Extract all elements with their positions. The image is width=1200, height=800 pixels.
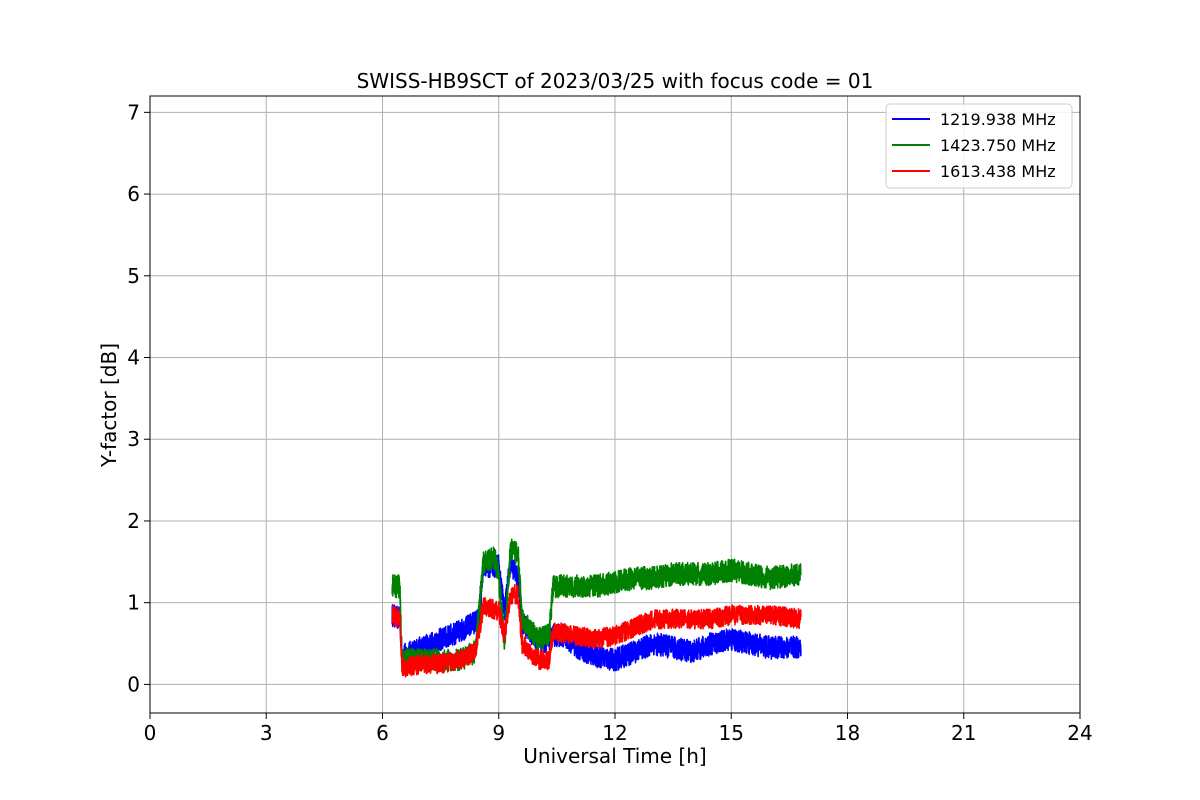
y-tick-label: 0 (127, 672, 140, 696)
chart-title: SWISS-HB9SCT of 2023/03/25 with focus co… (357, 69, 874, 93)
y-tick-label: 1 (127, 591, 140, 615)
legend-box (885, 103, 1073, 189)
x-tick-label: 12 (602, 721, 627, 745)
legend-label-1613: 1613.438 MHz (940, 162, 1056, 181)
y-tick-label: 4 (127, 346, 140, 370)
x-tick-label: 24 (1067, 721, 1092, 745)
y-tick-label: 5 (127, 264, 140, 288)
x-tick-label: 6 (376, 721, 389, 745)
y-axis-label: Y-factor [dB] (97, 343, 121, 468)
x-axis-label: Universal Time [h] (523, 744, 706, 768)
y-tick-label: 7 (127, 100, 140, 124)
series-layer (391, 538, 802, 678)
x-tick-label: 9 (492, 721, 505, 745)
x-tick-label: 21 (951, 721, 976, 745)
legend-label-1423: 1423.750 MHz (940, 136, 1056, 155)
x-tick-label: 18 (835, 721, 860, 745)
x-tick-label: 15 (719, 721, 744, 745)
legend-label-1219: 1219.938 MHz (940, 110, 1056, 129)
series-line (391, 553, 802, 672)
series-line (391, 584, 802, 678)
y-tick-label: 6 (127, 182, 140, 206)
x-tick-label: 3 (260, 721, 273, 745)
legend: 1219.938 MHz 1423.750 MHz 1613.438 MHz (885, 103, 1073, 189)
y-tick-label: 3 (127, 427, 140, 451)
y-tick-label: 2 (127, 509, 140, 533)
x-tick-label: 0 (144, 721, 157, 745)
